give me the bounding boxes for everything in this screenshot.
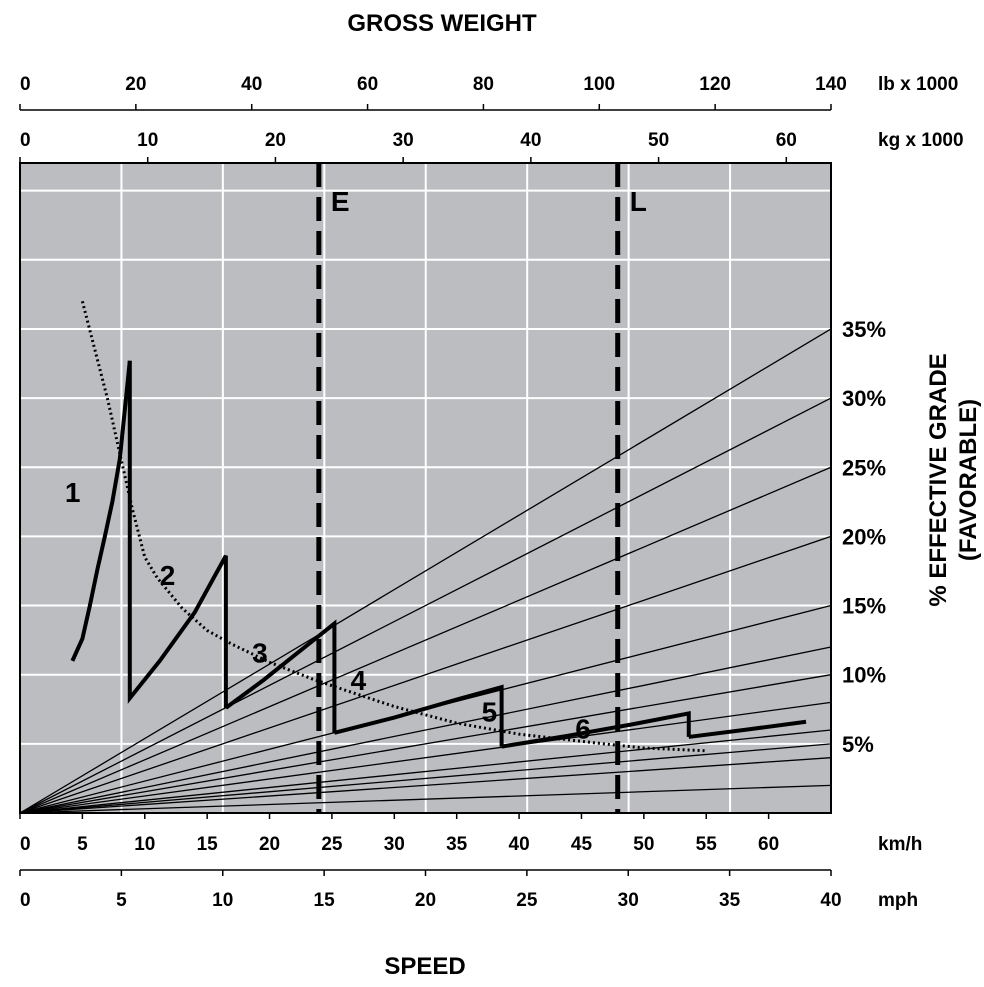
plot-frame bbox=[19, 162, 832, 814]
right-axis-title: % EFFECTIVE GRADE (FAVORABLE) bbox=[925, 353, 982, 606]
mph-axis-tick-label: 25 bbox=[516, 890, 538, 911]
gear-curve bbox=[224, 619, 337, 733]
grade-label: 30% bbox=[842, 386, 886, 411]
gear-curve bbox=[70, 360, 132, 662]
kmh-axis-tick-label: 55 bbox=[696, 834, 718, 855]
top-title: GROSS WEIGHT bbox=[347, 10, 537, 37]
grade-line bbox=[19, 328, 832, 814]
kmh-axis-tick-label: 25 bbox=[321, 834, 343, 855]
grade-line bbox=[19, 535, 832, 814]
lb-axis-tick-label: 80 bbox=[473, 74, 494, 95]
mph-axis-tick-label: 5 bbox=[116, 890, 127, 911]
grade-line-unlabeled bbox=[19, 784, 832, 814]
grade-line bbox=[19, 466, 832, 814]
lb-axis-tick-label: 20 bbox=[125, 74, 146, 95]
lb-axis-tick-label: 100 bbox=[583, 74, 615, 95]
kmh-axis-tick-label: 60 bbox=[758, 834, 779, 855]
gear-curve bbox=[333, 684, 504, 747]
kg-axis-tick-label: 30 bbox=[393, 130, 414, 151]
right-axis-title-line2: (FAVORABLE) bbox=[955, 399, 982, 561]
kg-axis-tick-label: 20 bbox=[265, 130, 286, 151]
kg-axis-tick-label: 50 bbox=[648, 130, 669, 151]
grade-line bbox=[19, 674, 832, 814]
gear-curve bbox=[688, 719, 807, 739]
kmh-axis-tick-label: 15 bbox=[197, 834, 219, 855]
grade-line-unlabeled bbox=[19, 729, 832, 814]
kg-axis-tick-label: 10 bbox=[137, 130, 158, 151]
kmh-axis-tick-label: 10 bbox=[134, 834, 155, 855]
kg-axis-tick-label: 0 bbox=[20, 130, 31, 151]
grade-label: 25% bbox=[842, 455, 886, 480]
mph-axis-tick-label: 20 bbox=[415, 890, 436, 911]
mph-axis-tick-label: 10 bbox=[212, 890, 233, 911]
lb-axis-tick-label: 140 bbox=[815, 74, 847, 95]
lb-axis-tick-label: 0 bbox=[20, 74, 31, 95]
kmh-axis-tick-label: 40 bbox=[509, 834, 530, 855]
grade-label: 35% bbox=[842, 317, 886, 342]
gear-label: 2 bbox=[160, 560, 176, 591]
gear-label: 1 bbox=[65, 477, 81, 508]
gear-label: 5 bbox=[482, 697, 498, 728]
kmh-axis-tick-label: 50 bbox=[633, 834, 654, 855]
kg-axis-tick-label: 40 bbox=[520, 130, 541, 151]
weight-marker-label: E bbox=[331, 186, 350, 217]
gear-label: 4 bbox=[351, 665, 367, 696]
lb-axis-tick-label: 60 bbox=[357, 74, 378, 95]
grade-line bbox=[19, 743, 832, 814]
grade-label: 20% bbox=[842, 524, 886, 549]
kmh-axis-tick-label: 45 bbox=[571, 834, 593, 855]
grade-label: 10% bbox=[842, 663, 886, 688]
kmh-axis-tick-label: 20 bbox=[259, 834, 280, 855]
kmh-axis-tick-label: 0 bbox=[20, 834, 31, 855]
mph-axis-tick-label: 40 bbox=[820, 890, 841, 911]
unit-mph: mph bbox=[878, 890, 918, 911]
grade-label: 15% bbox=[842, 594, 886, 619]
weight-marker-label: L bbox=[630, 186, 647, 217]
gear-label: 3 bbox=[252, 637, 268, 668]
grade-line-unlabeled bbox=[19, 757, 832, 814]
gear-label: 6 bbox=[575, 713, 591, 744]
lb-axis-tick-label: 120 bbox=[699, 74, 731, 95]
lb-axis-tick-label: 40 bbox=[241, 74, 262, 95]
right-axis-title-line1: % EFFECTIVE GRADE bbox=[925, 353, 952, 606]
gear-curve bbox=[127, 360, 228, 708]
unit-kg: kg x 1000 bbox=[878, 130, 964, 151]
mph-axis-tick-label: 0 bbox=[20, 890, 31, 911]
gear-curve bbox=[501, 711, 691, 749]
grade-line-unlabeled bbox=[19, 646, 832, 814]
kmh-axis-tick-label: 5 bbox=[77, 834, 88, 855]
mph-axis-tick-label: 15 bbox=[314, 890, 336, 911]
grade-line-unlabeled bbox=[19, 701, 832, 814]
grade-label: 5% bbox=[842, 732, 874, 757]
kmh-axis-tick-label: 30 bbox=[384, 834, 405, 855]
grade-line bbox=[19, 397, 832, 814]
mph-axis-tick-label: 30 bbox=[618, 890, 639, 911]
unit-kmh: km/h bbox=[878, 834, 922, 855]
kg-axis-tick-label: 60 bbox=[776, 130, 797, 151]
mph-axis-tick-label: 35 bbox=[719, 890, 741, 911]
kmh-axis-tick-label: 35 bbox=[446, 834, 468, 855]
unit-lb: lb x 1000 bbox=[878, 74, 958, 95]
bottom-title: SPEED bbox=[384, 953, 465, 980]
